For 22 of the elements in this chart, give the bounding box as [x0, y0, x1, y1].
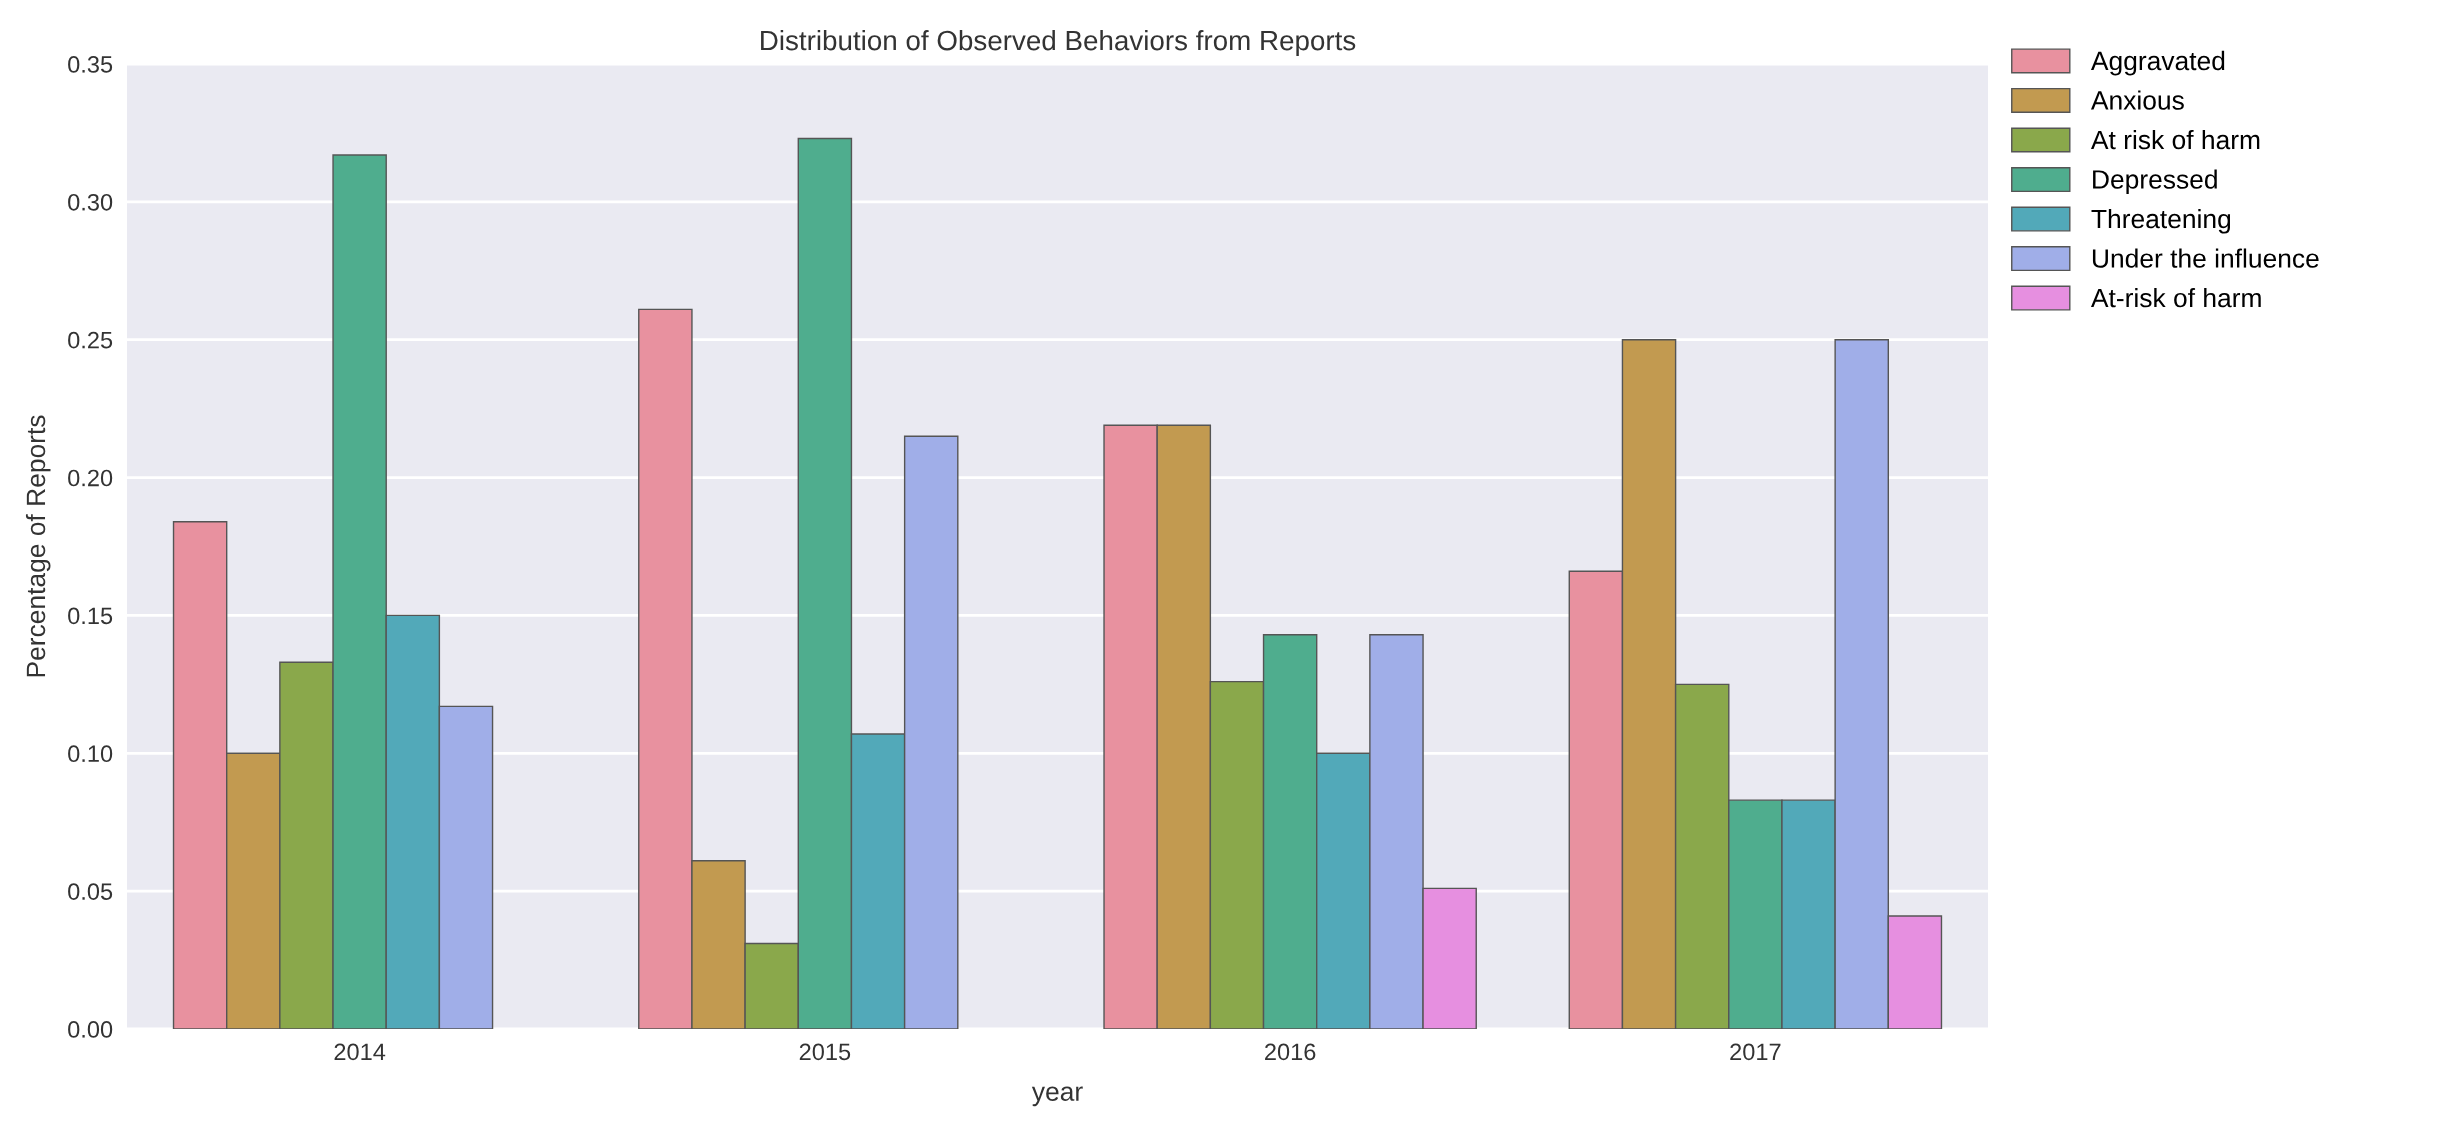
x-tick-label: 2017 — [1730, 1043, 1781, 1061]
legend-label: Under the influence — [2092, 248, 2319, 268]
legend-label: Threatening — [2091, 208, 2231, 234]
y-axis-title: Percentage of Reports — [25, 415, 51, 677]
legend-label: At-risk of harm — [2090, 287, 2261, 308]
x-tick-label: 2015 — [799, 1043, 851, 1061]
x-axis-title: year — [1031, 1086, 1083, 1107]
y-tick-label: 0.35 — [68, 56, 113, 73]
y-tick-label: 0.15 — [68, 607, 113, 625]
y-tick-label: 0.00 — [68, 1021, 113, 1038]
y-tick-label: 0.05 — [68, 883, 113, 900]
legend-label: Depressed — [2093, 169, 2217, 195]
y-tick-label: 0.10 — [68, 745, 113, 763]
legend-label: At risk of harm — [2090, 129, 2260, 150]
x-tick-label: 2016 — [1265, 1043, 1316, 1061]
y-tick-label: 0.20 — [68, 469, 113, 487]
x-tick-label: 2014 — [334, 1043, 386, 1061]
legend-label: Anxious — [2090, 90, 2184, 110]
legend-label: Aggravated — [2090, 50, 2225, 76]
chart-title: Distribution of Observed Behaviors from Reports — [761, 29, 1356, 56]
y-tick-label: 0.30 — [68, 193, 113, 211]
y-tick-label: 0.25 — [68, 331, 113, 349]
